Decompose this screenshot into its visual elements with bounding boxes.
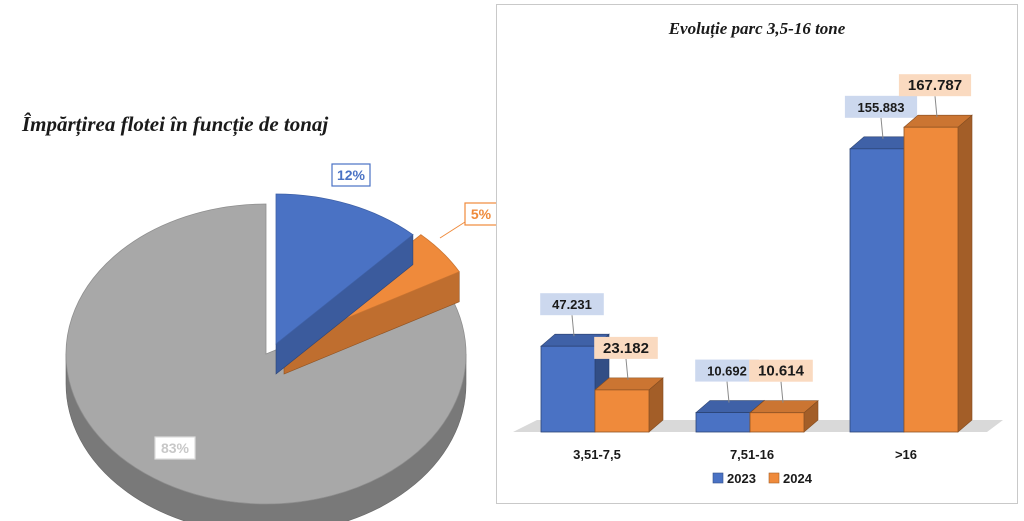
pie-slices [65, 193, 467, 521]
bar-label-text: 23.182 [603, 340, 649, 357]
pie-slice-1 [275, 193, 414, 375]
bar-label-text: 167.787 [908, 77, 962, 94]
bar-label-2024-3: 167.787 [898, 74, 972, 118]
bar-chart-panel: Evoluție parc 3,5-16 tone 47.231 23.182 3,… [496, 4, 1018, 504]
bar-2024-3 [903, 114, 973, 433]
pie-label-3: 83% [154, 436, 196, 460]
bar-label-2023-2: 10.692 [695, 359, 759, 403]
legend-swatch [768, 472, 780, 484]
bar-label-text: 10.614 [758, 363, 805, 380]
pie-slice-3 [65, 203, 467, 521]
bar-chart-title: Evoluție parc 3,5-16 tone [668, 19, 846, 38]
bar-label-text: 10.692 [707, 364, 747, 379]
legend: 2023 2024 [712, 471, 813, 486]
bar-label-text: 155.883 [858, 100, 905, 115]
bar-chart: 47.231 23.182 3,51-7,5 10.692 10.614 7,51-16 1… [513, 74, 1003, 486]
bar-label-2024-2: 10.614 [749, 359, 813, 403]
pie-label-1: 12% [331, 163, 371, 187]
pie-leader-line [439, 221, 466, 239]
pie-label-2: 5% [464, 202, 498, 226]
pie-chart-panel: Împărțirea flotei în funcție de tonaj 12… [0, 0, 498, 521]
pie-label-text: 5% [471, 206, 492, 222]
pie-label-text: 12% [337, 167, 366, 183]
legend-label: 2023 [727, 471, 756, 486]
legend-label: 2024 [783, 471, 813, 486]
bar-2024-1 [594, 377, 664, 433]
category-label-1: 3,51-7,5 [573, 447, 621, 462]
bar-label-text: 47.231 [552, 297, 592, 312]
bar-2024-2 [749, 400, 819, 433]
legend-item-2023: 2023 [712, 471, 756, 486]
category-label-3: >16 [895, 447, 917, 462]
legend-item-2024: 2024 [768, 471, 813, 486]
legend-swatch [712, 472, 724, 484]
pie-chart-title: Împărțirea flotei în funcție de tonaj [22, 112, 329, 136]
bar-label-2023-3: 155.883 [844, 95, 918, 139]
category-label-2: 7,51-16 [730, 447, 774, 462]
pie-chart: 12% 5% 83% [65, 163, 498, 521]
bar-label-2023-1: 47.231 [540, 293, 604, 337]
bar-label-2024-1: 23.182 [594, 336, 658, 380]
pie-label-text: 83% [161, 440, 190, 456]
bar-2023-1 [540, 333, 610, 433]
